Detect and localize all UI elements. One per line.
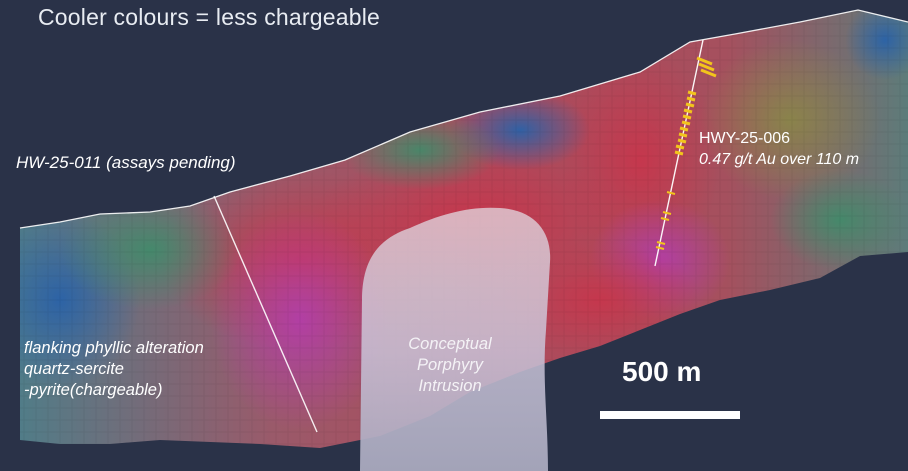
intrusion-line-1: Conceptual — [408, 335, 492, 353]
drillhole-hwy-25-006-grade: 0.47 g/t Au over 110 m — [699, 151, 860, 168]
topography-line — [19, 9, 908, 229]
flanking-alteration-annotation: flanking phyllic alteration quartz-serci… — [24, 338, 204, 401]
intrusion-line-2: Porphyry — [416, 356, 484, 374]
drillhole-hwy-25-006-label: HWY-25-006 — [699, 130, 791, 147]
scale-bar-label: 500 m — [622, 356, 702, 387]
drillhole-hw-25-011-label: HW-25-011 (assays pending) — [16, 153, 236, 172]
flanking-line-2: quartz-sercite — [24, 360, 124, 378]
scale-bar — [600, 411, 740, 419]
porphyry-intrusion-shape — [360, 207, 551, 471]
intrusion-line-3: Intrusion — [418, 377, 482, 395]
porphyry-intrusion-annotation: Conceptual Porphyry Intrusion — [380, 334, 520, 397]
flanking-line-1: flanking phyllic alteration — [24, 339, 204, 357]
assay-interval-markers — [655, 56, 717, 250]
drillhole-hw-25-011-trace — [213, 195, 318, 433]
legend-cool-colours-text: Cooler colours = less chargeable — [38, 4, 380, 30]
flanking-line-3: -pyrite(chargeable) — [24, 381, 163, 399]
